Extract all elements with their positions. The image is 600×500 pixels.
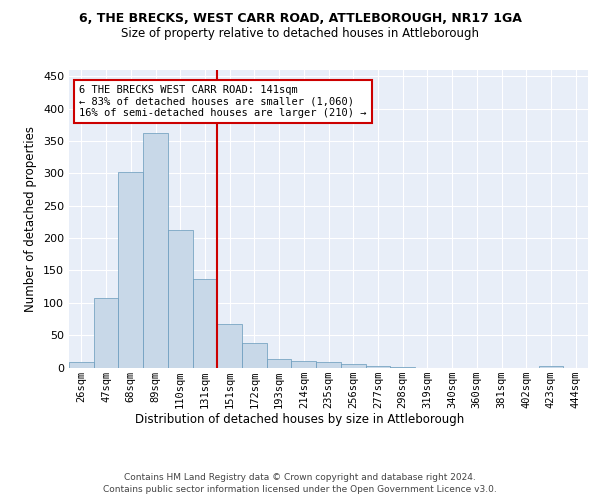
Text: Distribution of detached houses by size in Attleborough: Distribution of detached houses by size … xyxy=(136,412,464,426)
Bar xyxy=(193,279,217,368)
Bar xyxy=(365,366,390,368)
Bar xyxy=(118,172,143,368)
Bar xyxy=(69,362,94,368)
Bar xyxy=(94,298,118,368)
Text: Contains HM Land Registry data © Crown copyright and database right 2024.: Contains HM Land Registry data © Crown c… xyxy=(124,472,476,482)
Bar xyxy=(143,134,168,368)
Text: Size of property relative to detached houses in Attleborough: Size of property relative to detached ho… xyxy=(121,28,479,40)
Bar xyxy=(168,230,193,368)
Y-axis label: Number of detached properties: Number of detached properties xyxy=(25,126,37,312)
Text: Contains public sector information licensed under the Open Government Licence v3: Contains public sector information licen… xyxy=(103,485,497,494)
Bar xyxy=(292,361,316,368)
Bar xyxy=(539,366,563,368)
Text: 6 THE BRECKS WEST CARR ROAD: 141sqm
← 83% of detached houses are smaller (1,060): 6 THE BRECKS WEST CARR ROAD: 141sqm ← 83… xyxy=(79,85,367,118)
Bar xyxy=(242,343,267,367)
Bar xyxy=(267,359,292,368)
Bar xyxy=(217,324,242,368)
Bar xyxy=(316,362,341,368)
Bar xyxy=(341,364,365,368)
Bar xyxy=(390,367,415,368)
Text: 6, THE BRECKS, WEST CARR ROAD, ATTLEBOROUGH, NR17 1GA: 6, THE BRECKS, WEST CARR ROAD, ATTLEBORO… xyxy=(79,12,521,26)
